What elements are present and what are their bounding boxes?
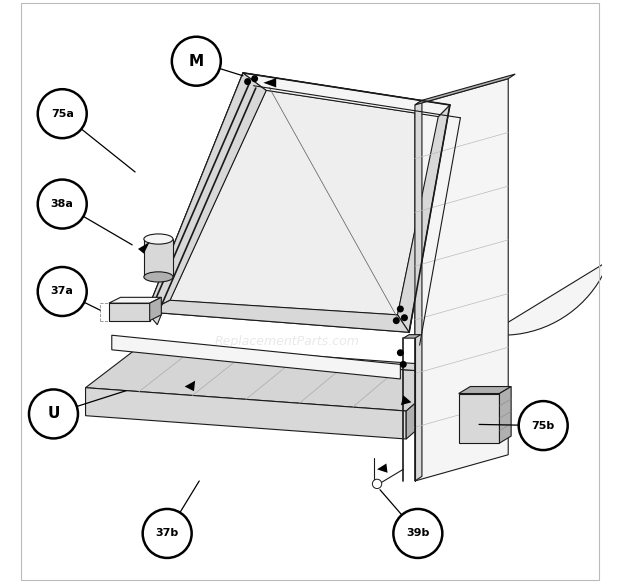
Polygon shape (147, 73, 266, 312)
Circle shape (143, 509, 192, 558)
Circle shape (393, 509, 442, 558)
Circle shape (519, 401, 568, 450)
Circle shape (373, 479, 382, 489)
Circle shape (397, 305, 404, 312)
Text: 37a: 37a (51, 286, 74, 297)
Polygon shape (86, 350, 450, 411)
Polygon shape (170, 90, 438, 315)
Polygon shape (147, 300, 409, 332)
Text: 75b: 75b (531, 420, 555, 431)
Circle shape (38, 180, 87, 229)
Text: 37b: 37b (156, 528, 179, 539)
Polygon shape (138, 242, 149, 254)
Polygon shape (415, 74, 515, 105)
Polygon shape (401, 395, 412, 405)
Polygon shape (86, 388, 406, 439)
Polygon shape (415, 79, 508, 481)
Circle shape (401, 314, 408, 321)
Polygon shape (264, 78, 276, 87)
Circle shape (244, 78, 251, 85)
Text: M: M (188, 54, 204, 69)
Ellipse shape (144, 272, 173, 282)
Circle shape (393, 317, 400, 324)
Polygon shape (397, 105, 450, 332)
Polygon shape (459, 394, 500, 443)
Polygon shape (135, 343, 450, 373)
Polygon shape (185, 381, 195, 391)
Text: 39b: 39b (406, 528, 430, 539)
Circle shape (38, 267, 87, 316)
Polygon shape (147, 73, 254, 325)
Ellipse shape (144, 234, 173, 244)
Polygon shape (500, 387, 511, 443)
Text: ReplacementParts.com: ReplacementParts.com (215, 335, 359, 347)
Circle shape (172, 37, 221, 86)
Circle shape (397, 349, 404, 356)
Circle shape (29, 389, 78, 438)
Circle shape (38, 89, 87, 138)
Polygon shape (109, 303, 149, 321)
Polygon shape (396, 105, 609, 361)
Polygon shape (149, 297, 161, 321)
Text: 38a: 38a (51, 199, 74, 209)
Text: 75a: 75a (51, 108, 74, 119)
Circle shape (400, 361, 407, 368)
Polygon shape (459, 387, 511, 394)
Polygon shape (144, 239, 173, 277)
Polygon shape (403, 335, 421, 338)
Polygon shape (415, 100, 422, 481)
Polygon shape (109, 297, 161, 303)
Polygon shape (112, 335, 401, 379)
Circle shape (251, 75, 258, 82)
Polygon shape (377, 463, 388, 473)
Text: U: U (47, 406, 60, 422)
Polygon shape (406, 373, 450, 439)
Polygon shape (243, 73, 450, 117)
Polygon shape (147, 73, 450, 332)
